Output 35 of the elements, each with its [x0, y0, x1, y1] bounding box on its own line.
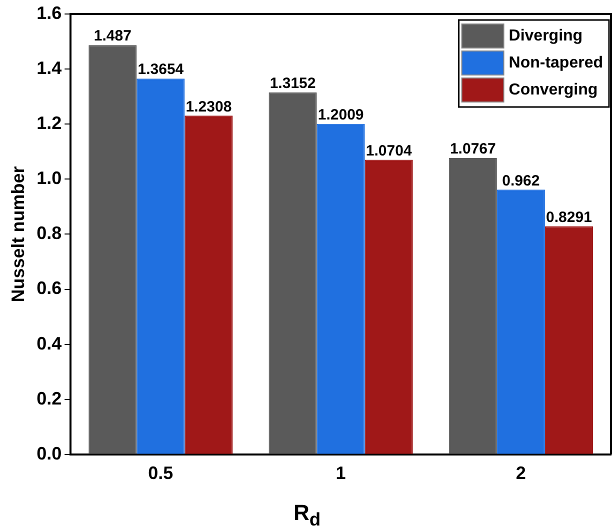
data-label: 1.3654: [138, 61, 184, 78]
legend-label: Converging: [508, 81, 598, 98]
bar: [136, 78, 185, 454]
bar: [364, 160, 413, 454]
y-tick-label: 1.2: [36, 113, 62, 134]
y-tick-label: 0.0: [36, 443, 62, 464]
x-tick-label: 1: [336, 463, 346, 484]
legend-label: Non-tapered: [508, 54, 604, 72]
y-tick-label: 0.6: [36, 278, 62, 298]
x-tick-label: 0.5: [148, 463, 174, 484]
data-label: 1.2308: [186, 98, 232, 116]
x-tick-label: 2: [516, 463, 526, 484]
data-label: 1.2009: [318, 106, 364, 124]
y-tick-label: 0.2: [36, 388, 62, 408]
data-label: 0.8291: [546, 208, 592, 226]
bar: [448, 158, 497, 454]
data-label: 1.0704: [366, 142, 412, 160]
y-tick-label: 1.0: [36, 168, 62, 188]
bar: [544, 226, 593, 454]
bar: [268, 92, 317, 454]
bar: [496, 190, 545, 454]
y-tick-label: 0.8: [36, 223, 62, 244]
bar: [316, 124, 365, 454]
y-tick-label: 1.6: [36, 2, 62, 23]
y-axis-title: Nusselt number: [8, 166, 28, 302]
bar: [184, 116, 233, 454]
data-label: 0.962: [502, 172, 540, 190]
data-label: 1.0767: [450, 140, 496, 158]
legend-label: Diverging: [508, 27, 583, 44]
y-tick-label: 0.4: [36, 333, 62, 354]
x-axis-title: R$_{d}$: [292, 500, 322, 530]
bar: [88, 45, 137, 454]
y-tick-label: 1.4: [36, 58, 62, 78]
data-label: 1.487: [94, 28, 132, 45]
data-label: 1.3152: [270, 75, 316, 92]
